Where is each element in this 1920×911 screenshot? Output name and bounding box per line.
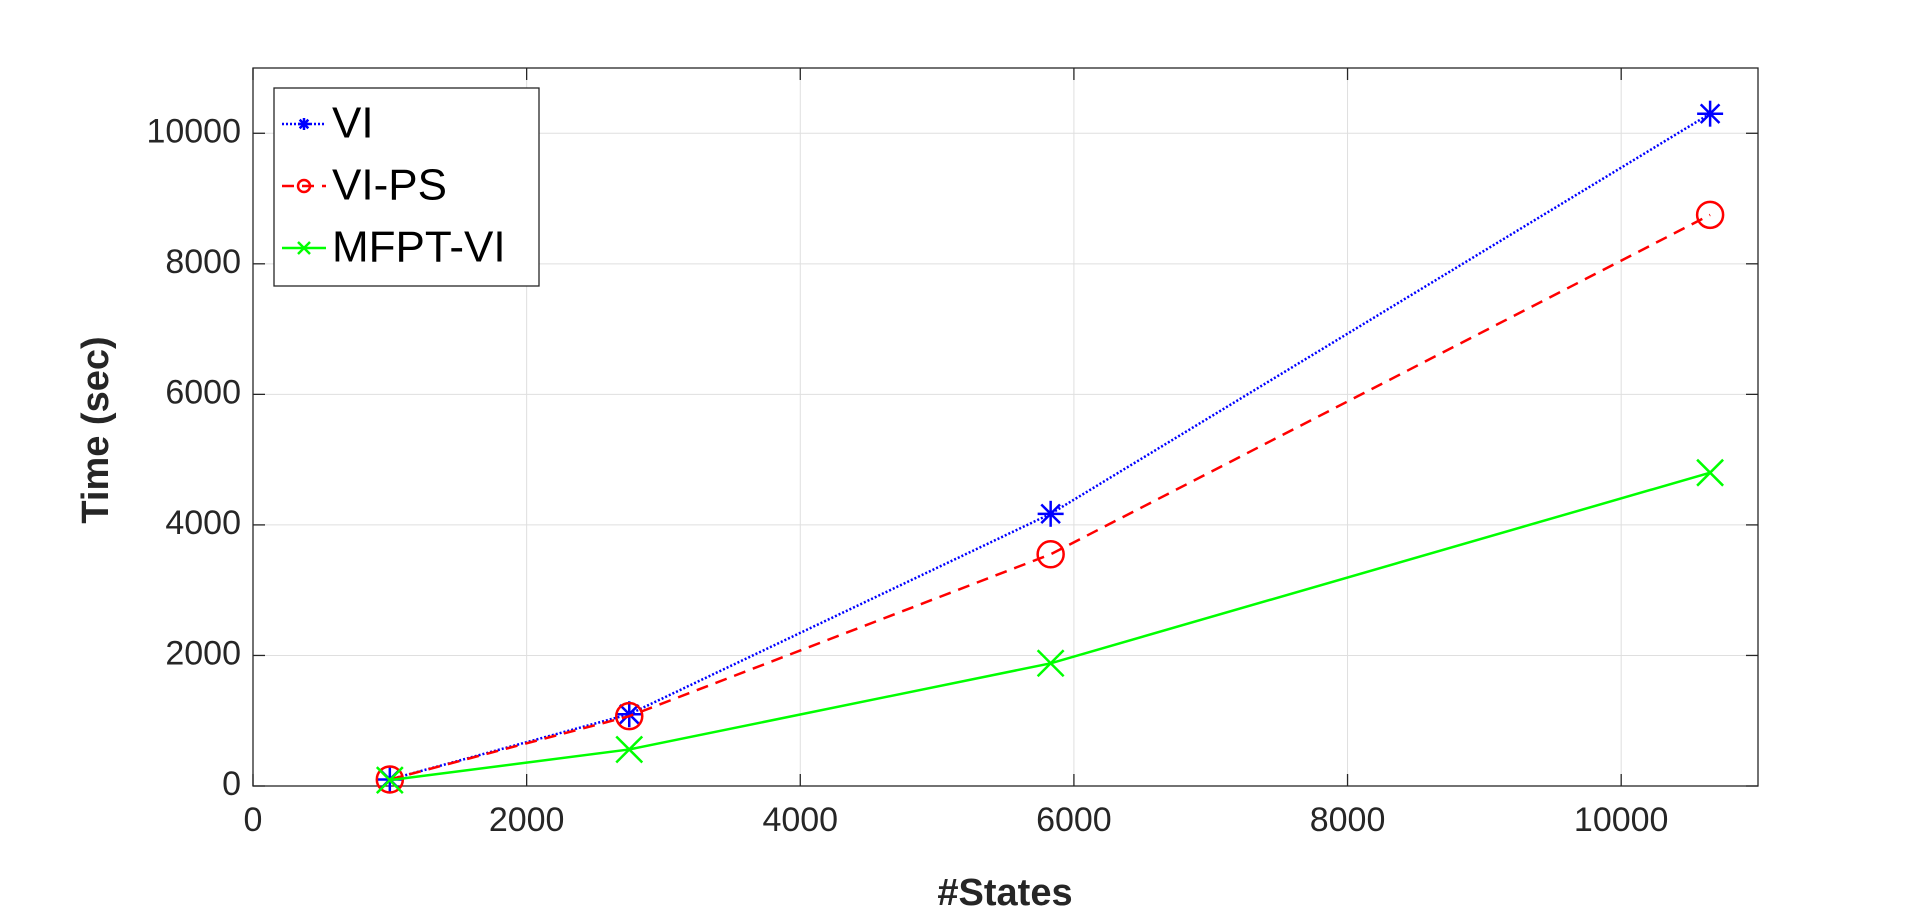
x-tick-label: 8000 (1310, 801, 1386, 839)
y-tick-label: 0 (222, 765, 241, 803)
marker (1697, 100, 1724, 127)
marker-stroke (375, 766, 404, 795)
legend-label: MFPT-VI (332, 223, 506, 272)
marker (1695, 200, 1725, 230)
x-tick-label: 6000 (1036, 801, 1112, 839)
marker (616, 701, 643, 728)
marker-stroke (619, 703, 640, 725)
y-tick-label: 2000 (165, 634, 241, 672)
marker-stroke (1036, 540, 1065, 569)
series-line (389, 471, 1711, 782)
marker-stroke (1036, 649, 1065, 678)
marker (296, 178, 312, 194)
y-axis-label: Time (sec) (75, 336, 117, 523)
axes-box (252, 67, 1759, 787)
marker-stroke (297, 241, 311, 255)
marker-stroke (615, 735, 644, 764)
y-tick-label: 6000 (165, 373, 241, 411)
y-tick-label: 8000 (165, 243, 241, 281)
x-tick-label: 0 (244, 801, 263, 839)
legend-label: VI (332, 99, 374, 148)
marker-stroke (296, 178, 312, 194)
marker (1696, 458, 1724, 487)
marker (297, 241, 311, 255)
x-axis-label: #States (937, 872, 1072, 911)
marker (615, 735, 644, 764)
marker (298, 118, 310, 130)
marker-stroke (1696, 458, 1724, 487)
series-line (389, 213, 1711, 781)
marker (615, 701, 644, 731)
marker-stroke (298, 118, 310, 130)
legend-box (273, 87, 540, 287)
marker-stroke (1695, 200, 1725, 230)
y-tick-label: 4000 (165, 504, 241, 542)
marker-stroke (1040, 503, 1061, 525)
marker (1037, 500, 1064, 527)
y-tick-label: 10000 (146, 112, 241, 150)
marker (375, 766, 404, 795)
marker-stroke (1699, 103, 1721, 124)
x-tick-label: 4000 (762, 801, 838, 839)
marker (1036, 540, 1065, 569)
marker (1036, 649, 1065, 678)
legend-label: VI-PS (332, 161, 447, 210)
x-tick-label: 10000 (1574, 801, 1669, 839)
x-tick-label: 2000 (489, 801, 565, 839)
marker-stroke (615, 701, 644, 731)
